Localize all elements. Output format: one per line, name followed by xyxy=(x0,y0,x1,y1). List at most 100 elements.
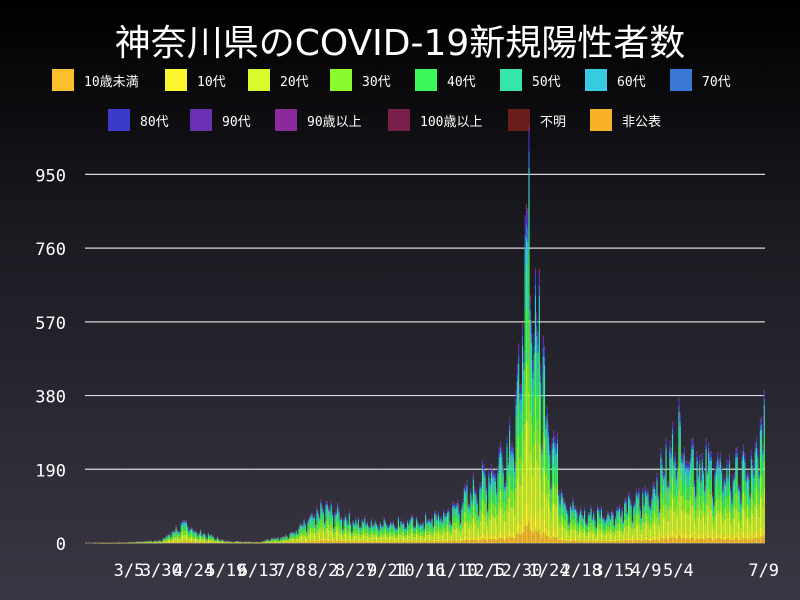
bar-segment xyxy=(512,453,515,458)
bar-segment xyxy=(388,527,390,531)
bar-segment xyxy=(531,516,533,532)
bar-segment xyxy=(432,542,434,543)
bar-segment xyxy=(178,533,180,535)
bar-segment xyxy=(322,511,325,514)
bar-segment xyxy=(335,514,337,517)
bar-segment xyxy=(474,488,476,490)
bar-segment xyxy=(505,487,507,492)
bar-segment xyxy=(524,271,526,315)
bar-segment xyxy=(409,519,411,521)
bar-segment xyxy=(395,532,397,535)
bar-segment xyxy=(519,411,521,433)
bar-segment xyxy=(183,520,185,522)
bar-segment xyxy=(384,534,387,541)
bar-segment xyxy=(521,336,524,346)
bar-segment xyxy=(507,466,509,473)
bar-segment xyxy=(496,540,498,543)
bar-segment xyxy=(188,531,190,533)
bar-segment xyxy=(353,529,356,533)
bar-segment xyxy=(465,512,467,523)
bar-segment xyxy=(302,525,304,527)
bar-segment xyxy=(474,522,476,537)
bar-segment xyxy=(418,542,420,543)
bar-segment xyxy=(426,541,428,543)
bar-segment xyxy=(421,524,423,525)
bar-segment xyxy=(278,541,281,542)
bar-segment xyxy=(497,501,499,516)
bar-segment xyxy=(534,296,537,316)
bar-segment xyxy=(470,494,472,498)
bar-segment xyxy=(501,464,503,477)
bar-segment xyxy=(540,447,542,479)
bar-segment xyxy=(507,458,509,461)
bar-segment xyxy=(489,479,491,481)
bar-segment xyxy=(404,529,406,532)
bar-segment xyxy=(401,528,403,533)
bar-segment xyxy=(434,520,436,526)
bar-segment xyxy=(403,535,405,541)
bar-segment xyxy=(368,527,370,529)
bar-segment xyxy=(494,475,496,479)
bar-segment xyxy=(383,517,385,519)
bar-segment xyxy=(330,503,332,506)
bar-segment xyxy=(479,489,481,494)
bar-segment xyxy=(454,508,456,512)
bar-segment xyxy=(201,536,203,538)
bar-segment xyxy=(378,541,380,543)
bar-segment xyxy=(200,530,202,532)
bar-segment xyxy=(344,532,347,540)
bar-segment xyxy=(330,508,332,515)
bar-segment xyxy=(361,526,363,531)
bar-segment xyxy=(450,525,453,527)
bar-segment xyxy=(379,528,381,532)
bar-segment xyxy=(480,488,482,493)
bar-segment xyxy=(537,466,539,518)
bar-segment xyxy=(215,541,217,543)
bar-segment xyxy=(406,530,409,535)
legend-item: 30代 xyxy=(330,68,391,92)
bar-segment xyxy=(393,526,396,528)
bar-segment xyxy=(467,504,469,506)
bar-segment xyxy=(532,361,534,363)
bar-segment xyxy=(415,516,418,518)
bar-segment xyxy=(423,528,425,530)
bar-segment xyxy=(417,524,419,528)
bar-segment xyxy=(271,540,273,542)
bar-segment xyxy=(304,532,306,536)
bar-segment xyxy=(436,517,438,518)
bar-segment xyxy=(326,502,328,504)
bar-segment xyxy=(511,444,513,448)
bar-segment xyxy=(471,497,473,499)
bar-segment xyxy=(311,541,313,543)
bar-segment xyxy=(467,527,469,538)
bar-segment xyxy=(514,487,516,501)
bar-segment xyxy=(372,533,374,537)
bar-segment xyxy=(379,540,381,542)
bar-segment xyxy=(189,541,191,543)
bar-segment xyxy=(448,509,450,510)
bar-segment xyxy=(431,516,433,518)
bar-segment xyxy=(532,378,534,392)
bar-segment xyxy=(536,326,538,336)
bar-segment xyxy=(309,532,312,540)
bar-segment xyxy=(514,533,516,539)
bar-segment xyxy=(418,540,420,543)
bar-segment xyxy=(356,526,358,530)
bar-segment xyxy=(391,540,393,542)
legend-item: 90代 xyxy=(190,108,251,132)
bar-segment xyxy=(355,519,357,521)
bar-segment xyxy=(328,529,330,539)
bar-segment xyxy=(541,506,543,531)
bar-segment xyxy=(474,489,476,492)
bar-segment xyxy=(347,528,349,533)
bar-segment xyxy=(267,540,269,542)
bar-segment xyxy=(289,537,291,540)
bar-segment xyxy=(325,502,327,504)
bar-segment xyxy=(159,542,162,543)
bar-segment xyxy=(303,521,305,523)
bar-segment xyxy=(309,541,312,543)
bar-segment xyxy=(423,529,425,531)
bar-segment xyxy=(426,527,428,531)
legend-item: 40代 xyxy=(415,68,476,92)
